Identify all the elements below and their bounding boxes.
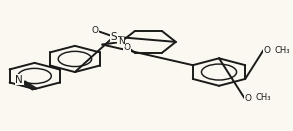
Text: N: N (16, 75, 23, 84)
Text: O: O (263, 46, 270, 55)
Text: O: O (123, 43, 130, 52)
Text: O: O (244, 94, 251, 103)
Text: N: N (118, 37, 125, 46)
Text: O: O (92, 26, 99, 35)
Text: CH₃: CH₃ (275, 46, 290, 55)
Text: CH₃: CH₃ (256, 93, 271, 102)
Text: S: S (110, 32, 117, 42)
